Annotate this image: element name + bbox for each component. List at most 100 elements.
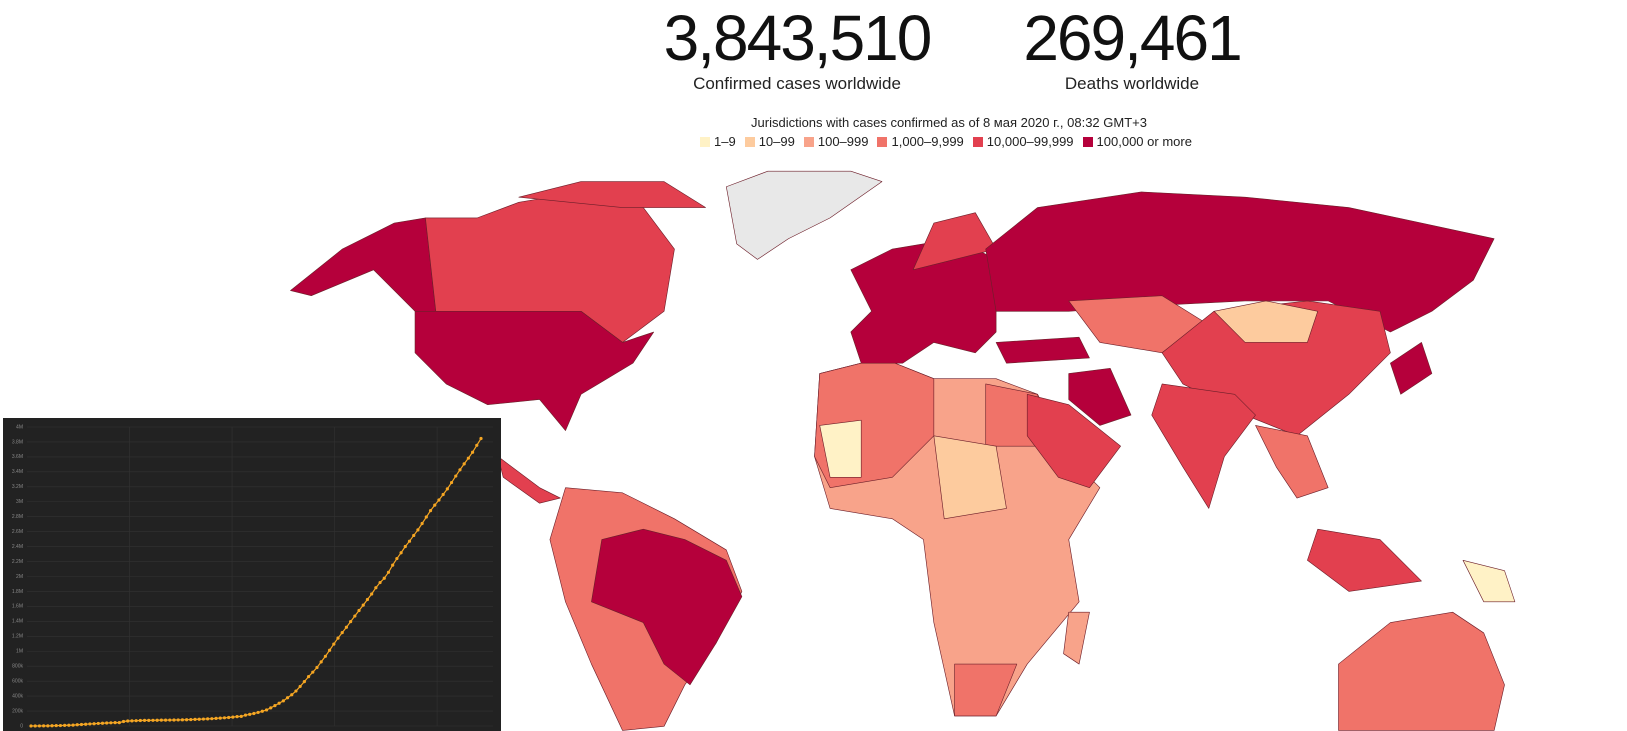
legend-item: 1–9 <box>700 134 736 149</box>
data-point <box>319 660 323 664</box>
region <box>1338 611 1505 731</box>
data-point <box>353 614 357 618</box>
data-point <box>311 670 315 674</box>
data-point <box>67 723 71 727</box>
y-tick-label: 1.2M <box>12 634 23 640</box>
data-point <box>306 675 311 679</box>
stat: 269,461 Deaths worldwide <box>952 2 1312 94</box>
legend-swatch <box>972 137 983 147</box>
data-point <box>189 717 193 722</box>
data-point <box>46 724 50 728</box>
y-tick-label: 3M <box>16 499 23 505</box>
data-point <box>113 721 117 725</box>
data-point <box>58 723 63 728</box>
stat-value: 269,461 <box>1023 2 1242 74</box>
data-point <box>29 724 33 728</box>
y-tick-label: 1.4M <box>12 619 23 625</box>
data-point <box>370 592 374 596</box>
data-point <box>470 450 475 454</box>
data-point <box>105 721 109 725</box>
region <box>1255 425 1329 499</box>
data-point <box>248 712 252 716</box>
y-tick-label: 1M <box>16 649 23 655</box>
data-point <box>281 699 285 703</box>
data-point <box>117 721 121 725</box>
y-tick-label: 2M <box>16 574 23 580</box>
data-point <box>336 636 340 640</box>
region <box>1390 342 1433 395</box>
data-point <box>71 723 75 727</box>
data-point <box>454 474 458 478</box>
data-point <box>399 551 403 555</box>
data-point <box>327 648 332 652</box>
data-point <box>206 717 210 721</box>
region <box>912 212 997 271</box>
data-point <box>302 680 306 684</box>
data-point <box>176 718 180 722</box>
data-point <box>33 724 37 728</box>
region <box>1307 528 1422 592</box>
data-point <box>290 693 294 697</box>
data-point <box>433 503 437 507</box>
subtitle: Jurisdictions with cases confirmed as of… <box>751 115 1147 130</box>
region <box>1026 393 1121 488</box>
legend-item: 100–999 <box>803 134 869 149</box>
legend-label: 100–999 <box>817 134 869 149</box>
chart-background <box>3 418 501 731</box>
data-point <box>100 721 105 725</box>
y-tick-label: 3.6M <box>12 454 23 460</box>
region <box>497 456 561 504</box>
data-point <box>361 603 365 607</box>
region <box>290 217 437 312</box>
data-point <box>437 498 441 502</box>
data-point <box>349 620 353 624</box>
region <box>1068 368 1132 426</box>
legend-label: 1,000–9,999 <box>891 134 964 149</box>
legend-swatch <box>700 137 710 147</box>
data-point <box>332 642 336 646</box>
legend-label: 10–99 <box>758 134 795 149</box>
data-point <box>391 563 395 567</box>
data-point <box>420 521 424 526</box>
legend-swatch <box>803 137 814 147</box>
legend-label: 10,000–99,999 <box>986 134 1074 149</box>
data-point <box>277 701 281 705</box>
y-tick-label: 600k <box>12 678 23 684</box>
data-point <box>121 719 126 724</box>
data-point <box>323 654 327 658</box>
data-point <box>151 718 155 722</box>
stat-label: Confirmed cases worldwide <box>693 74 901 93</box>
legend-item: 10–99 <box>744 134 795 149</box>
data-point <box>269 706 273 710</box>
data-point <box>92 722 96 726</box>
y-tick-label: 1.6M <box>12 604 23 610</box>
data-point <box>214 716 218 720</box>
data-point <box>159 718 163 722</box>
y-tick-label: 400k <box>12 693 23 699</box>
data-point <box>180 718 185 722</box>
region <box>819 419 862 478</box>
y-tick-label: 2.2M <box>12 559 23 565</box>
data-point <box>252 711 256 716</box>
data-point <box>357 608 361 613</box>
data-point <box>374 586 378 590</box>
data-point <box>231 715 235 719</box>
data-point <box>256 710 260 715</box>
data-point <box>54 723 58 728</box>
y-tick-label: 3.4M <box>12 469 23 475</box>
data-point <box>340 630 344 635</box>
y-tick-label: 2.8M <box>12 514 23 520</box>
data-point <box>88 722 92 726</box>
data-point <box>475 443 479 447</box>
data-point <box>142 718 147 722</box>
data-point <box>126 719 130 723</box>
region <box>1151 383 1256 509</box>
region <box>591 528 743 686</box>
legend-swatch <box>744 137 755 147</box>
data-point <box>386 570 391 574</box>
data-point <box>294 689 298 693</box>
region <box>933 435 1007 520</box>
data-point <box>218 716 222 720</box>
data-point <box>416 528 420 532</box>
